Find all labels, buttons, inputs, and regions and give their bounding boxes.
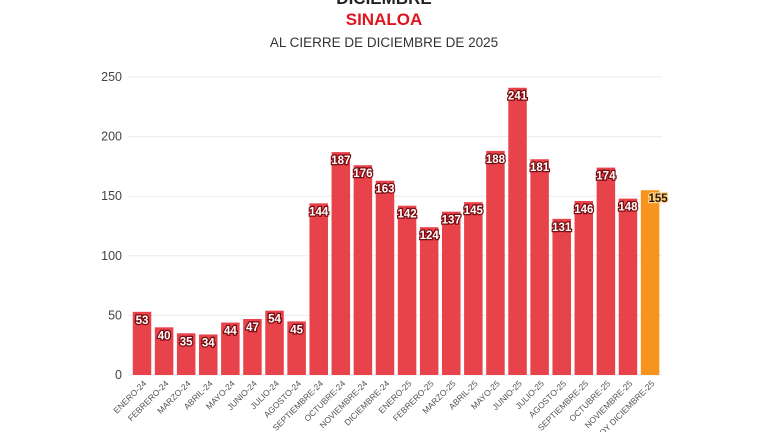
y-tick-label: 200: [101, 130, 122, 144]
chart-subtitle: SINALOA: [345, 10, 423, 29]
bar: [375, 180, 395, 375]
y-tick-label: 100: [101, 249, 122, 263]
bar: [419, 227, 439, 375]
bar: [331, 152, 351, 375]
data-label: 137: [442, 215, 461, 227]
data-label: 176: [353, 168, 372, 180]
data-label: 148: [618, 202, 638, 214]
bar: [397, 205, 417, 375]
bar: [574, 200, 594, 375]
bar: [530, 159, 549, 375]
data-label: 34: [202, 337, 215, 349]
bar: [132, 311, 152, 375]
chart-caption: AL CIERRE DE DICIEMBRE DE 2025: [269, 35, 499, 50]
bar: [243, 318, 262, 375]
data-label: 35: [180, 336, 193, 348]
data-label: 45: [290, 324, 303, 336]
bar: [221, 322, 240, 375]
bar: [176, 333, 196, 375]
bar: [486, 150, 505, 375]
bar: [618, 198, 638, 375]
data-label: 188: [486, 154, 506, 166]
data-label: 187: [331, 155, 350, 167]
bar: [154, 327, 174, 375]
data-label: 155: [648, 193, 668, 205]
data-label: 181: [530, 162, 550, 174]
chart-title: DICIEMBRE: [0, 0, 768, 9]
bar: [442, 211, 461, 375]
data-label: 142: [397, 209, 416, 221]
data-label: 145: [464, 205, 484, 217]
data-label: 241: [508, 91, 528, 103]
bar: [596, 167, 616, 375]
bar: [309, 203, 328, 375]
bar: [199, 334, 218, 375]
data-label: 54: [268, 314, 281, 326]
data-label: 40: [158, 330, 171, 342]
bar: [265, 310, 284, 375]
data-label: 146: [574, 204, 593, 216]
data-label: 124: [420, 230, 440, 242]
bar: [508, 87, 527, 375]
data-label: 47: [246, 322, 259, 334]
y-tick-label: 150: [101, 189, 122, 203]
bar: [640, 190, 660, 375]
bar: [353, 165, 373, 375]
data-label: 144: [309, 206, 329, 218]
bar: [287, 321, 306, 375]
bar: [552, 218, 571, 375]
data-label: 44: [224, 326, 237, 338]
y-tick-label: 50: [108, 308, 122, 322]
data-label: 131: [552, 222, 572, 234]
bar: [464, 202, 483, 375]
data-label: 174: [596, 171, 616, 183]
y-tick-label: 0: [115, 368, 122, 382]
data-label: 163: [375, 184, 394, 196]
y-tick-label: 250: [101, 70, 122, 84]
data-label: 53: [136, 315, 149, 327]
